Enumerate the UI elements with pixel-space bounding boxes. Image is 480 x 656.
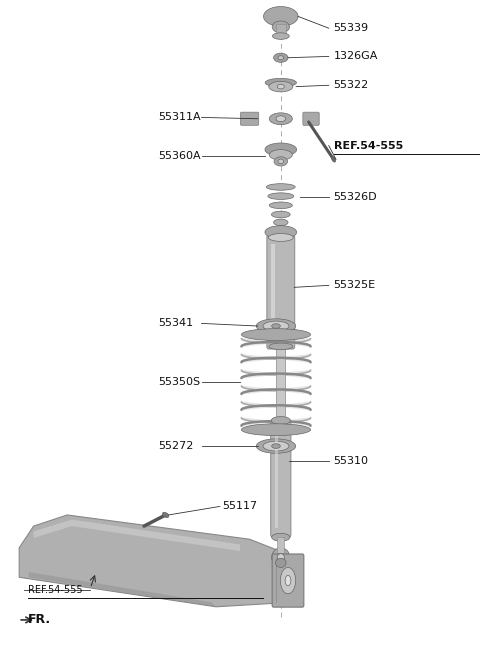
Ellipse shape bbox=[269, 113, 292, 125]
Ellipse shape bbox=[162, 512, 169, 518]
Text: 55339: 55339 bbox=[334, 23, 369, 33]
Ellipse shape bbox=[271, 417, 290, 424]
Ellipse shape bbox=[265, 143, 297, 156]
Ellipse shape bbox=[276, 115, 286, 122]
Ellipse shape bbox=[278, 159, 284, 163]
Text: 55311A: 55311A bbox=[158, 112, 201, 123]
Ellipse shape bbox=[332, 157, 336, 162]
Ellipse shape bbox=[277, 554, 284, 562]
Polygon shape bbox=[19, 515, 302, 607]
Ellipse shape bbox=[278, 56, 284, 60]
Bar bbox=[275, 430, 278, 528]
Ellipse shape bbox=[269, 81, 293, 92]
Ellipse shape bbox=[268, 234, 293, 241]
Text: 55310: 55310 bbox=[334, 455, 369, 466]
Ellipse shape bbox=[272, 21, 289, 33]
Ellipse shape bbox=[285, 575, 291, 586]
Ellipse shape bbox=[256, 319, 296, 333]
Ellipse shape bbox=[268, 193, 294, 199]
FancyBboxPatch shape bbox=[272, 554, 304, 607]
Ellipse shape bbox=[280, 567, 296, 594]
Ellipse shape bbox=[265, 78, 296, 87]
Text: 55360A: 55360A bbox=[158, 151, 201, 161]
Polygon shape bbox=[241, 354, 311, 362]
Ellipse shape bbox=[266, 184, 295, 190]
Text: REF.54-555: REF.54-555 bbox=[334, 140, 403, 151]
Polygon shape bbox=[29, 572, 216, 607]
Polygon shape bbox=[241, 402, 311, 410]
Ellipse shape bbox=[271, 211, 290, 218]
Text: REF.54-555: REF.54-555 bbox=[28, 585, 83, 596]
Polygon shape bbox=[241, 338, 311, 346]
Polygon shape bbox=[241, 370, 311, 378]
FancyBboxPatch shape bbox=[267, 235, 295, 349]
Ellipse shape bbox=[263, 441, 289, 451]
Text: 55341: 55341 bbox=[158, 318, 193, 329]
Text: 55325E: 55325E bbox=[334, 280, 376, 291]
Text: FR.: FR. bbox=[28, 613, 51, 626]
Bar bbox=[271, 244, 275, 337]
Ellipse shape bbox=[274, 53, 288, 62]
Text: 55117: 55117 bbox=[222, 501, 257, 512]
Ellipse shape bbox=[241, 329, 311, 340]
Text: 55322: 55322 bbox=[334, 80, 369, 91]
Text: 55326D: 55326D bbox=[334, 192, 377, 202]
Ellipse shape bbox=[276, 558, 286, 567]
Ellipse shape bbox=[269, 343, 293, 350]
Ellipse shape bbox=[265, 226, 297, 239]
Ellipse shape bbox=[264, 7, 298, 26]
Text: 55350S: 55350S bbox=[158, 377, 201, 387]
Ellipse shape bbox=[263, 321, 289, 331]
Ellipse shape bbox=[274, 219, 288, 226]
Ellipse shape bbox=[269, 202, 292, 209]
Ellipse shape bbox=[277, 84, 284, 89]
Ellipse shape bbox=[272, 33, 289, 39]
FancyBboxPatch shape bbox=[303, 112, 319, 125]
Ellipse shape bbox=[269, 150, 292, 160]
Ellipse shape bbox=[256, 439, 296, 453]
Polygon shape bbox=[34, 520, 240, 551]
FancyBboxPatch shape bbox=[240, 112, 259, 125]
Bar bbox=[277, 537, 284, 553]
Ellipse shape bbox=[272, 548, 290, 567]
Ellipse shape bbox=[241, 424, 311, 436]
Bar bbox=[276, 24, 286, 36]
FancyBboxPatch shape bbox=[271, 420, 291, 537]
Ellipse shape bbox=[272, 323, 280, 328]
Ellipse shape bbox=[274, 157, 288, 166]
Text: 1326GA: 1326GA bbox=[334, 51, 378, 62]
Ellipse shape bbox=[276, 226, 286, 232]
Polygon shape bbox=[241, 386, 311, 394]
Polygon shape bbox=[241, 418, 311, 426]
Text: 55272: 55272 bbox=[158, 441, 194, 451]
Ellipse shape bbox=[272, 443, 280, 449]
Ellipse shape bbox=[272, 533, 290, 541]
FancyBboxPatch shape bbox=[276, 342, 285, 423]
